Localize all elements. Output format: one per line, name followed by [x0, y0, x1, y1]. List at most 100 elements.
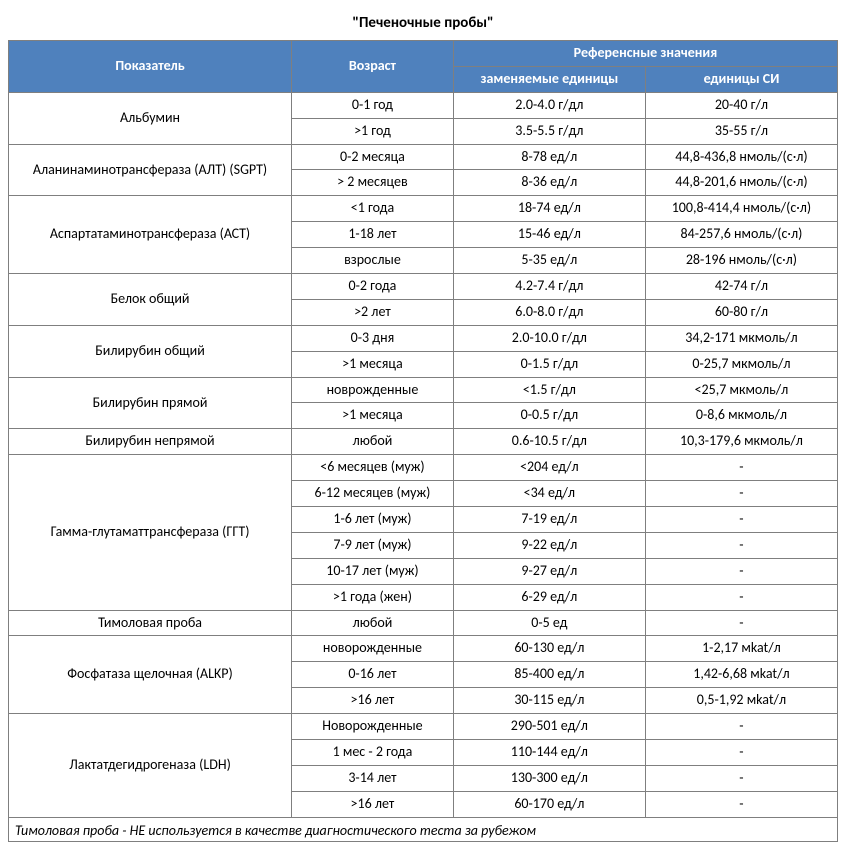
replaceable-units-cell: 6.0-8.0 г/дл — [453, 299, 645, 325]
age-cell: >16 лет — [292, 688, 454, 714]
si-units-cell: 0-8,6 мкмоль/л — [645, 403, 837, 429]
replaceable-units-cell: 110-144 ед/л — [453, 740, 645, 766]
age-cell: любой — [292, 429, 454, 455]
si-units-cell: 42-74 г/л — [645, 274, 837, 300]
table-row: Билирубин прямойноврожденные<1.5 г/дл<25… — [9, 377, 838, 403]
si-units-cell: 1,42-6,68 мkat/л — [645, 662, 837, 688]
indicator-cell: Тимоловая проба — [9, 610, 292, 636]
replaceable-units-cell: 15-46 ед/л — [453, 222, 645, 248]
header-indicator: Показатель — [9, 41, 292, 93]
age-cell: > 2 месяцев — [292, 170, 454, 196]
age-cell: 1-18 лет — [292, 222, 454, 248]
table-row: Гамма-глутаматтрансфераза (ГГТ)<6 месяце… — [9, 455, 838, 481]
footnote: Тимоловая проба - НЕ используется в каче… — [8, 818, 838, 842]
si-units-cell: - — [645, 584, 837, 610]
age-cell: любой — [292, 610, 454, 636]
replaceable-units-cell: 30-115 ед/л — [453, 688, 645, 714]
si-units-cell: 84-257,6 нмоль/(с·л) — [645, 222, 837, 248]
age-cell: <1 года — [292, 196, 454, 222]
age-cell: 10-17 лет (муж) — [292, 558, 454, 584]
replaceable-units-cell: 4.2-7.4 г/дл — [453, 274, 645, 300]
replaceable-units-cell: 2.0-4.0 г/дл — [453, 92, 645, 118]
replaceable-units-cell: 9-22 ед/л — [453, 532, 645, 558]
si-units-cell: - — [645, 507, 837, 533]
age-cell: >16 лет — [292, 791, 454, 817]
age-cell: новрожденные — [292, 377, 454, 403]
header-age: Возраст — [292, 41, 454, 93]
header-reference: Референсные значения — [453, 41, 837, 67]
indicator-cell: Лактатдегидрогеназа (LDH) — [9, 714, 292, 818]
si-units-cell: 35-55 г/л — [645, 118, 837, 144]
header-si-units: единицы СИ — [645, 66, 837, 92]
table-row: Аспартатаминотрансфераза (АСТ)<1 года18-… — [9, 196, 838, 222]
age-cell: >1 месяца — [292, 403, 454, 429]
indicator-cell: Альбумин — [9, 92, 292, 144]
table-row: Фосфатаза щелочная (ALKP)новорожденные60… — [9, 636, 838, 662]
si-units-cell: - — [645, 455, 837, 481]
age-cell: 1 мес - 2 года — [292, 740, 454, 766]
replaceable-units-cell: 0-1.5 г/дл — [453, 351, 645, 377]
age-cell: 0-2 месяца — [292, 144, 454, 170]
age-cell: <6 месяцев (муж) — [292, 455, 454, 481]
replaceable-units-cell: 2.0-10.0 г/дл — [453, 325, 645, 351]
age-cell: 0-16 лет — [292, 662, 454, 688]
table-head: Показатель Возраст Референсные значения … — [9, 41, 838, 93]
replaceable-units-cell: 290-501 ед/л — [453, 714, 645, 740]
age-cell: 1-6 лет (муж) — [292, 507, 454, 533]
liver-tests-table: Показатель Возраст Референсные значения … — [8, 40, 838, 818]
replaceable-units-cell: 60-130 ед/л — [453, 636, 645, 662]
age-cell: взрослые — [292, 248, 454, 274]
age-cell: >1 года (жен) — [292, 584, 454, 610]
replaceable-units-cell: 130-300 ед/л — [453, 765, 645, 791]
replaceable-units-cell: <1.5 г/дл — [453, 377, 645, 403]
table-row: Билирубин непрямойлюбой0.6-10.5 г/дл10,3… — [9, 429, 838, 455]
replaceable-units-cell: 9-27 ед/л — [453, 558, 645, 584]
table-row: Лактатдегидрогеназа (LDH)Новорожденные29… — [9, 714, 838, 740]
replaceable-units-cell: 60-170 ед/л — [453, 791, 645, 817]
si-units-cell: - — [645, 740, 837, 766]
si-units-cell: - — [645, 714, 837, 740]
age-cell: 0-3 дня — [292, 325, 454, 351]
si-units-cell: 44,8-436,8 нмоль/(с·л) — [645, 144, 837, 170]
si-units-cell: 28-196 нмоль/(с·л) — [645, 248, 837, 274]
replaceable-units-cell: 7-19 ед/л — [453, 507, 645, 533]
indicator-cell: Фосфатаза щелочная (ALKP) — [9, 636, 292, 714]
age-cell: 7-9 лет (муж) — [292, 532, 454, 558]
indicator-cell: Билирубин непрямой — [9, 429, 292, 455]
replaceable-units-cell: 0-5 ед — [453, 610, 645, 636]
replaceable-units-cell: 8-36 ед/л — [453, 170, 645, 196]
table-row: Тимоловая пробалюбой0-5 ед- — [9, 610, 838, 636]
age-cell: 6-12 месяцев (муж) — [292, 481, 454, 507]
si-units-cell: 100,8-414,4 нмоль/(с·л) — [645, 196, 837, 222]
age-cell: >1 год — [292, 118, 454, 144]
si-units-cell: 20-40 г/л — [645, 92, 837, 118]
si-units-cell: 10,3-179,6 мкмоль/л — [645, 429, 837, 455]
indicator-cell: Аспартатаминотрансфераза (АСТ) — [9, 196, 292, 274]
header-replaceable-units: заменяемые единицы — [453, 66, 645, 92]
indicator-cell: Билирубин прямой — [9, 377, 292, 429]
table-row: Альбумин0-1 год2.0-4.0 г/дл20-40 г/л — [9, 92, 838, 118]
age-cell: >1 месяца — [292, 351, 454, 377]
replaceable-units-cell: 5-35 ед/л — [453, 248, 645, 274]
si-units-cell: - — [645, 558, 837, 584]
replaceable-units-cell: <34 ед/л — [453, 481, 645, 507]
si-units-cell: 1-2,17 мkat/л — [645, 636, 837, 662]
si-units-cell: 60-80 г/л — [645, 299, 837, 325]
table-row: Белок общий0-2 года4.2-7.4 г/дл42-74 г/л — [9, 274, 838, 300]
si-units-cell: - — [645, 765, 837, 791]
si-units-cell: 44,8-201,6 нмоль/(с·л) — [645, 170, 837, 196]
indicator-cell: Билирубин общий — [9, 325, 292, 377]
replaceable-units-cell: 18-74 ед/л — [453, 196, 645, 222]
replaceable-units-cell: <204 ед/л — [453, 455, 645, 481]
si-units-cell: - — [645, 791, 837, 817]
si-units-cell: - — [645, 481, 837, 507]
replaceable-units-cell: 85-400 ед/л — [453, 662, 645, 688]
indicator-cell: Гамма-глутаматтрансфераза (ГГТ) — [9, 455, 292, 610]
si-units-cell: <25,7 мкмоль/л — [645, 377, 837, 403]
si-units-cell: 0-25,7 мкмоль/л — [645, 351, 837, 377]
si-units-cell: 34,2-171 мкмоль/л — [645, 325, 837, 351]
age-cell: 0-1 год — [292, 92, 454, 118]
si-units-cell: - — [645, 610, 837, 636]
replaceable-units-cell: 0-0.5 г/дл — [453, 403, 645, 429]
age-cell: 3-14 лет — [292, 765, 454, 791]
